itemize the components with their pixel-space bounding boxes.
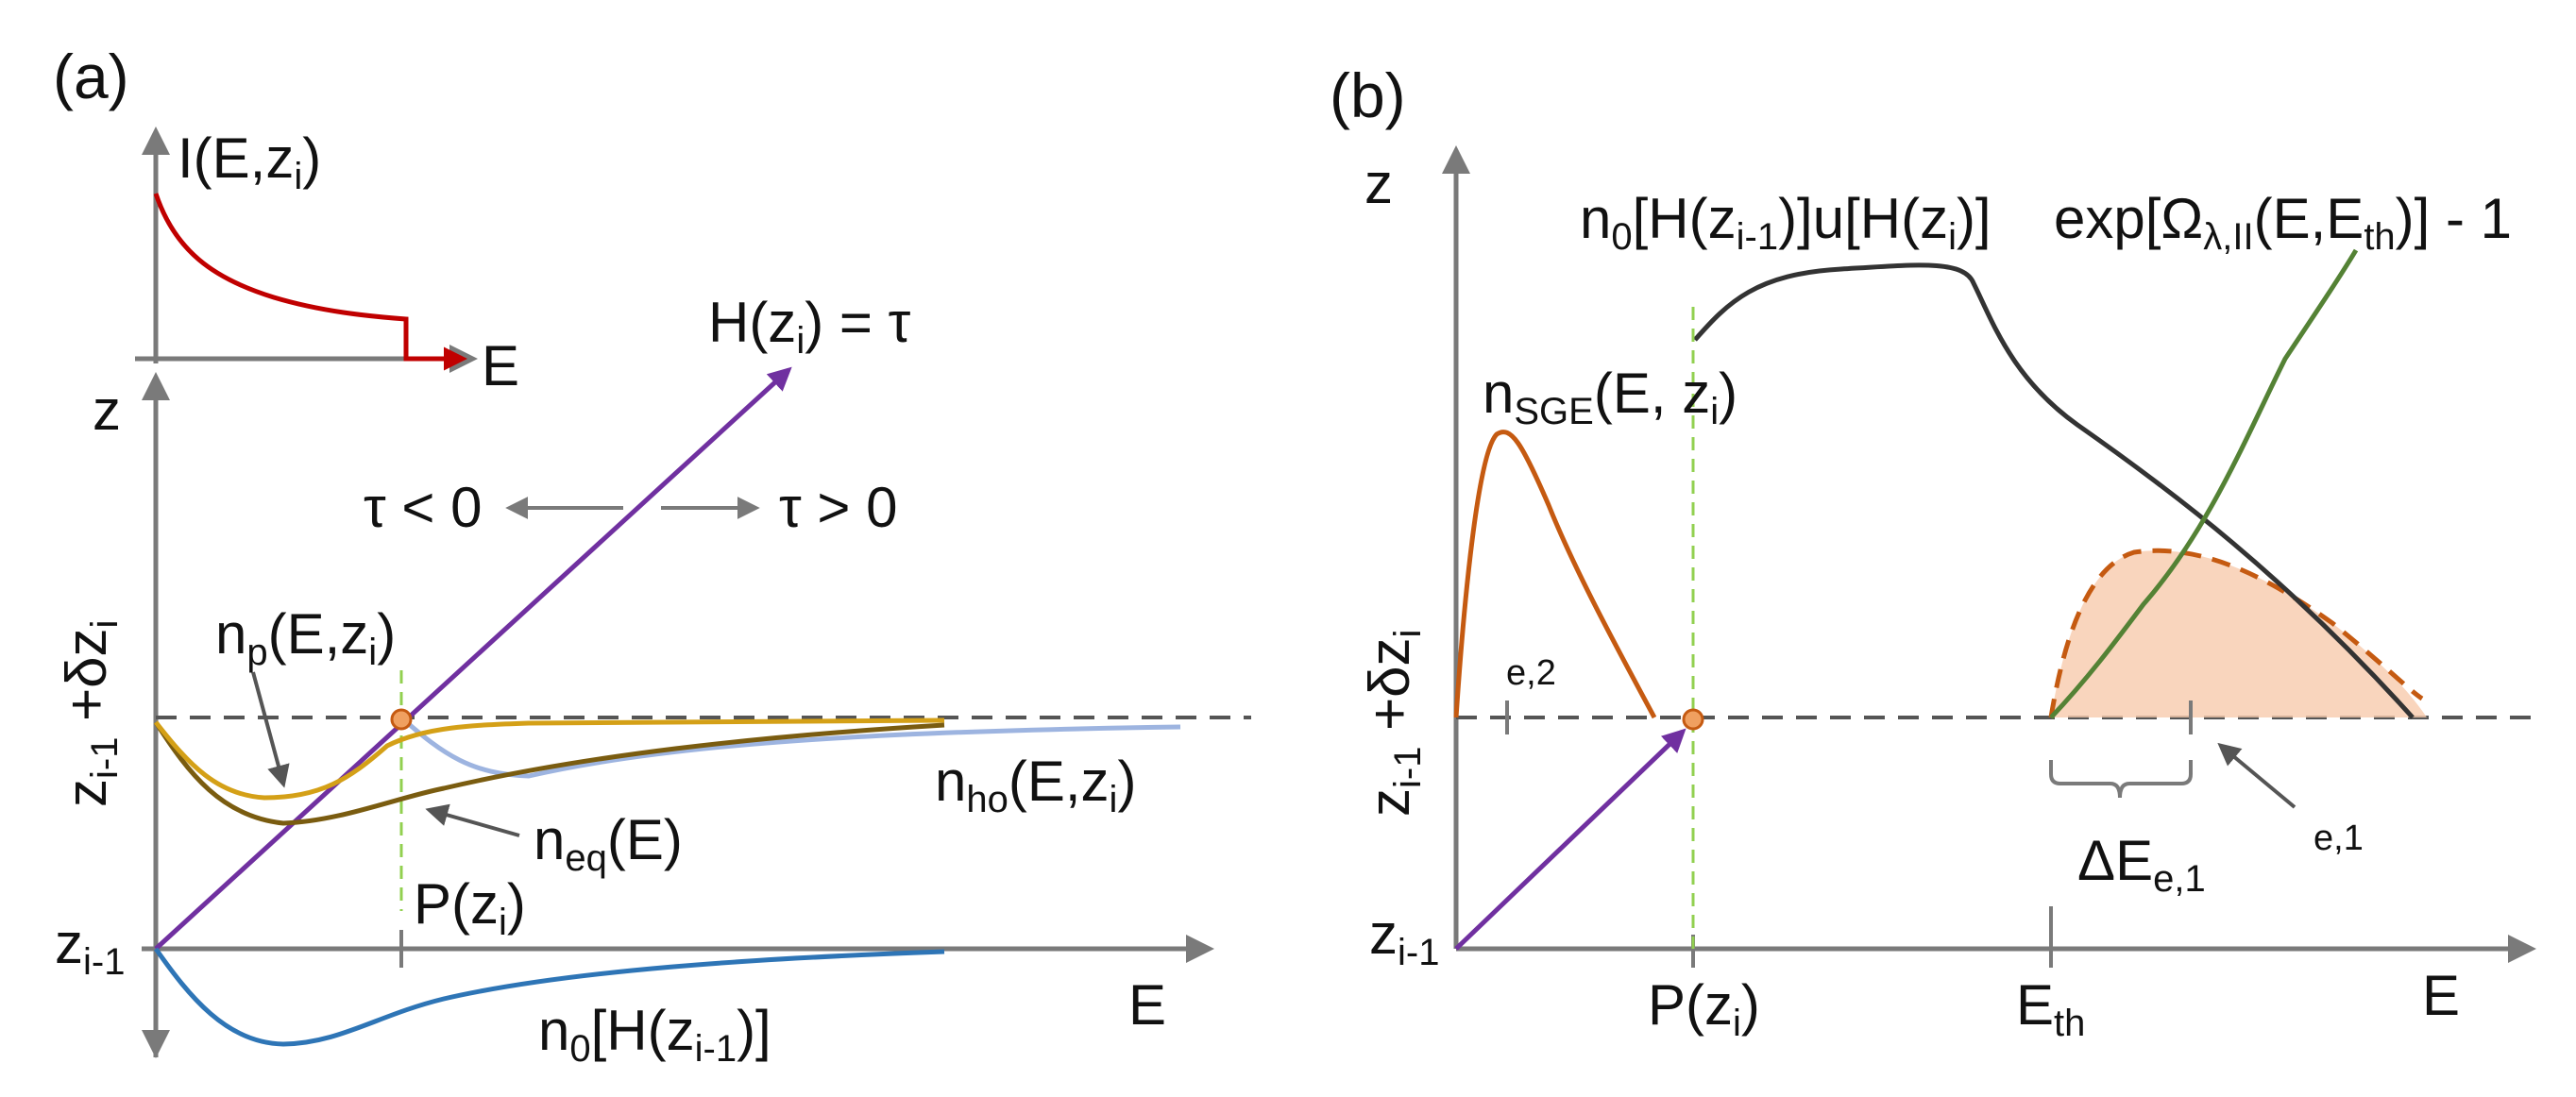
n0-curve <box>153 947 945 1047</box>
tau-pos-label: τ > 0 <box>779 476 897 539</box>
n-p-pointer <box>251 671 290 788</box>
inset-intensity-curve <box>153 193 467 371</box>
n-sge-curve <box>1453 430 1657 719</box>
tau-neg-label: τ < 0 <box>364 476 482 539</box>
panel-a-e-label: E <box>1128 973 1166 1037</box>
h-tau-line <box>154 366 792 951</box>
n-p-curve <box>154 717 945 801</box>
delta-e-brace <box>2049 760 2193 799</box>
e2-label: e,2 <box>1506 653 1556 693</box>
n-eq-label: neq(E) <box>534 808 683 879</box>
n-ho-curve <box>399 716 1181 779</box>
panel-a-axes <box>142 372 1251 1058</box>
inset-x-label: E <box>482 334 519 397</box>
inset-y-label: I(E,zi) <box>178 127 321 197</box>
n-eq-pointer <box>425 803 520 837</box>
n0-u-label: n0[H(zi-1)]u[H(zi)] <box>1580 187 1991 258</box>
panel-a: (a) I(E,zi) E z E zi-1 zi-1 +δzi <box>53 42 1251 1070</box>
n-eq-curve <box>153 720 945 826</box>
n-sge-label: nSGE(E, zi) <box>1483 362 1737 432</box>
panel-b-e-label: E <box>2422 964 2460 1027</box>
panel-b-z-label: z <box>1364 152 1393 215</box>
h-arrow <box>1454 728 1686 951</box>
e1-pointer <box>2217 742 2296 809</box>
intersection-point <box>1682 708 1704 731</box>
eth-label: Eth <box>2016 973 2085 1044</box>
panel-b-axes <box>1442 145 2536 968</box>
exp-curve <box>2049 248 2359 719</box>
inset-axes: I(E,zi) E <box>135 127 519 397</box>
panel-a-label: (a) <box>53 42 129 111</box>
n0-u-curve <box>1693 262 2415 719</box>
shaded-region <box>2051 550 2427 717</box>
panel-b: (b) z E zi-1 zi-1 +δzi n0[H(z <box>1330 60 2536 1044</box>
dashed-orange-curve <box>2048 548 2424 718</box>
n-ho-label: nho(E,zi) <box>935 750 1136 820</box>
panel-b-zi1-dz-label: zi-1 +δzi <box>1358 630 1429 817</box>
p-zi-label: P(zi) <box>414 872 526 943</box>
e1-label: e,1 <box>2313 819 2364 858</box>
panel-a-zi1-label: zi-1 <box>55 912 125 983</box>
intersection-point <box>390 708 413 731</box>
panel-b-zi1-label: zi-1 <box>1369 903 1439 973</box>
panel-b-pz-label: P(zi) <box>1648 973 1760 1044</box>
h-tau-label: H(zi) = τ <box>708 291 911 362</box>
exp-label: exp[Ωλ,II(E,Eth)] - 1 <box>2054 187 2512 258</box>
delta-e-label: ΔEe,1 <box>2077 829 2206 900</box>
n0-label: n0[H(zi-1)] <box>538 999 771 1070</box>
n-p-label: np(E,zi) <box>215 602 396 673</box>
panel-a-zi1-dz-label: zi-1 +δzi <box>55 620 126 807</box>
panel-a-z-label: z <box>93 379 121 442</box>
panel-b-label: (b) <box>1330 60 1406 130</box>
